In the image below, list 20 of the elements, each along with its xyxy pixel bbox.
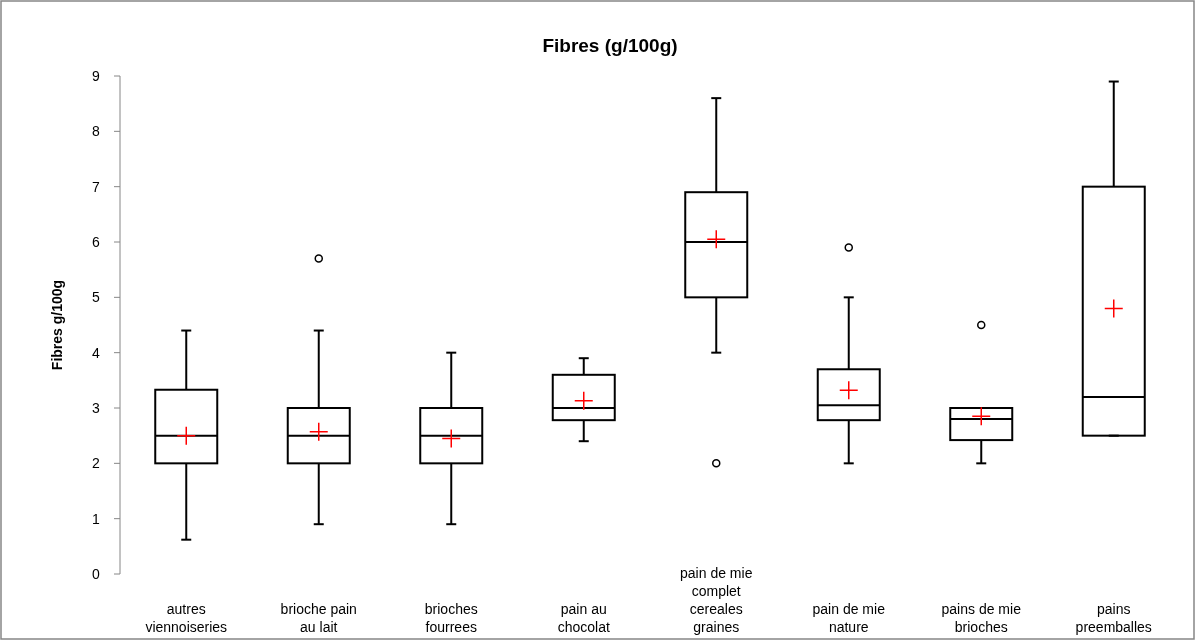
y-tick-label: 0 xyxy=(92,565,101,582)
y-tick-label: 9 xyxy=(92,67,101,84)
y-tick-label: 3 xyxy=(92,399,101,416)
x-tick-label: autres viennoiseries xyxy=(145,601,228,635)
x-tick-label: pains de mie brioches xyxy=(941,601,1022,635)
y-tick-label: 4 xyxy=(92,344,101,361)
x-tick-label: pain de mie complet cereales graines xyxy=(680,565,753,635)
y-tick-label: 1 xyxy=(92,510,101,527)
y-tick-label: 5 xyxy=(92,289,101,306)
y-axis-title: Fibres g/100g xyxy=(49,279,65,371)
x-tick-label: pains preemballes xyxy=(1075,601,1152,635)
x-tick-label: brioches fourrees xyxy=(424,601,478,635)
x-tick-label: brioche pain au lait xyxy=(280,601,357,635)
y-tick-label: 6 xyxy=(92,233,101,250)
chart-title: Fibres (g/100g) xyxy=(542,35,678,56)
y-tick-label: 8 xyxy=(92,123,101,140)
y-tick-label: 7 xyxy=(92,178,101,195)
y-tick-label: 2 xyxy=(92,455,101,472)
x-tick-label: pain de mie nature xyxy=(812,601,886,635)
x-tick-label: pain au chocolat xyxy=(557,601,610,635)
